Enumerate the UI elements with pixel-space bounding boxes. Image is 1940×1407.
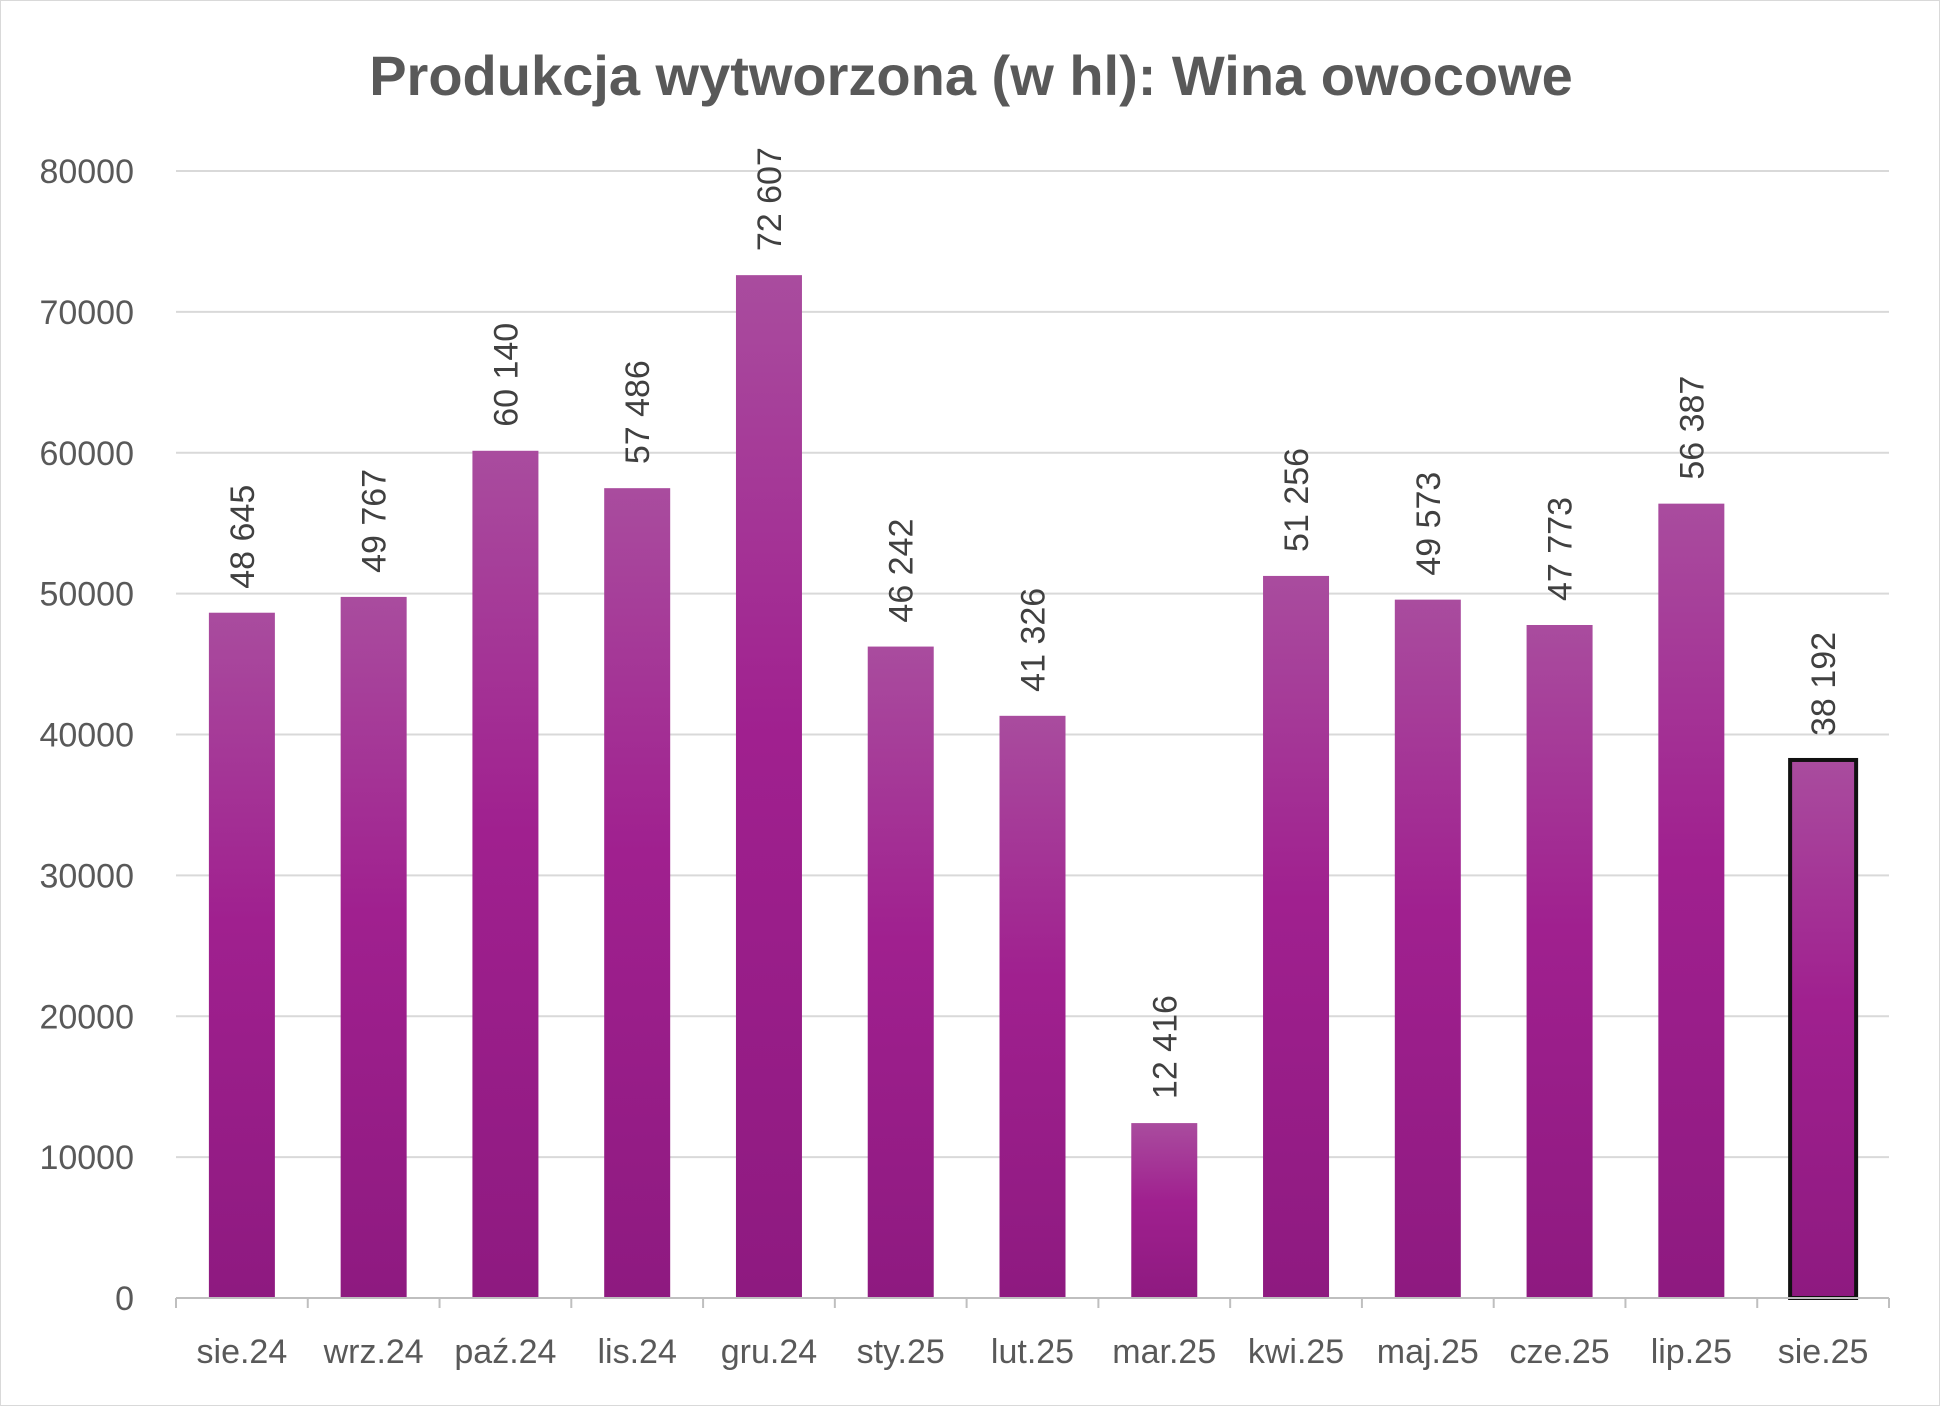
x-axis	[175, 1297, 1890, 1308]
bar-gru.24	[735, 275, 802, 1298]
y-tick-label: 20000	[39, 998, 134, 1036]
bar-cze.25	[1526, 624, 1593, 1298]
x-tick-label: sie.24	[197, 1333, 288, 1371]
y-tick-label: 70000	[39, 294, 134, 332]
data-label: 57 486	[619, 360, 657, 464]
x-axis-ticks: sie.24 wrz.24 paź.24 lis.24 gru.24 sty.25 lut.…	[197, 1333, 1869, 1371]
y-tick-label: 0	[115, 1280, 134, 1318]
y-axis-ticks: 0 10000 20000 30000 40000 50000 60000 70000 8000…	[39, 153, 134, 1318]
x-tick-label: lut.25	[991, 1333, 1074, 1371]
bar-lis.24	[604, 488, 671, 1298]
bar-mar.25	[1131, 1123, 1198, 1298]
bar-sie.24	[208, 612, 275, 1298]
data-label: 41 326	[1015, 588, 1053, 692]
x-tick-label: paź.24	[454, 1333, 556, 1371]
x-tick-label: wrz.24	[323, 1333, 424, 1371]
data-label: 12 416	[1146, 995, 1184, 1099]
x-tick-label: kwi.25	[1248, 1333, 1344, 1371]
bar-sie.25	[1788, 757, 1859, 1300]
y-tick-label: 60000	[39, 435, 134, 473]
y-tick-label: 10000	[39, 1139, 134, 1177]
data-label: 48 645	[224, 485, 262, 589]
x-tick-label: lis.24	[598, 1333, 677, 1371]
bar-maj.25	[1394, 599, 1461, 1298]
data-label: 60 140	[487, 323, 525, 427]
data-label: 51 256	[1278, 448, 1316, 552]
y-tick-label: 30000	[39, 857, 134, 895]
data-label: 49 767	[356, 469, 394, 573]
bar-paź.24	[472, 450, 539, 1299]
data-label: 72 607	[751, 147, 789, 251]
bar-lut.25	[999, 715, 1066, 1298]
x-tick-label: maj.25	[1377, 1333, 1479, 1371]
y-tick-label: 40000	[39, 717, 134, 755]
x-tick-label: mar.25	[1112, 1333, 1216, 1371]
data-label: 46 242	[883, 519, 921, 623]
data-label: 56 387	[1673, 376, 1711, 480]
y-tick-label: 50000	[39, 576, 134, 614]
x-tick-label: cze.25	[1509, 1333, 1609, 1371]
data-label: 49 573	[1410, 472, 1448, 576]
data-labels: 48 645 49 767 60 140 57 486 72 607 46 242 41 3…	[224, 147, 1843, 1099]
bar-sty.25	[867, 646, 934, 1298]
x-tick-label: sty.25	[857, 1333, 945, 1371]
bar-kwi.25	[1263, 575, 1330, 1298]
x-tick-label: gru.24	[721, 1333, 817, 1371]
y-tick-label: 80000	[39, 153, 134, 191]
data-label: 47 773	[1542, 497, 1580, 601]
bar-lip.25	[1658, 503, 1725, 1298]
x-tick-label: lip.25	[1651, 1333, 1732, 1371]
bars	[208, 275, 1859, 1300]
chart-title: Produkcja wytworzona (w hl): Wina owocow…	[369, 44, 1573, 107]
bar-wrz.24	[340, 596, 407, 1298]
data-label: 38 192	[1805, 632, 1843, 736]
x-tick-label: sie.25	[1778, 1333, 1869, 1371]
